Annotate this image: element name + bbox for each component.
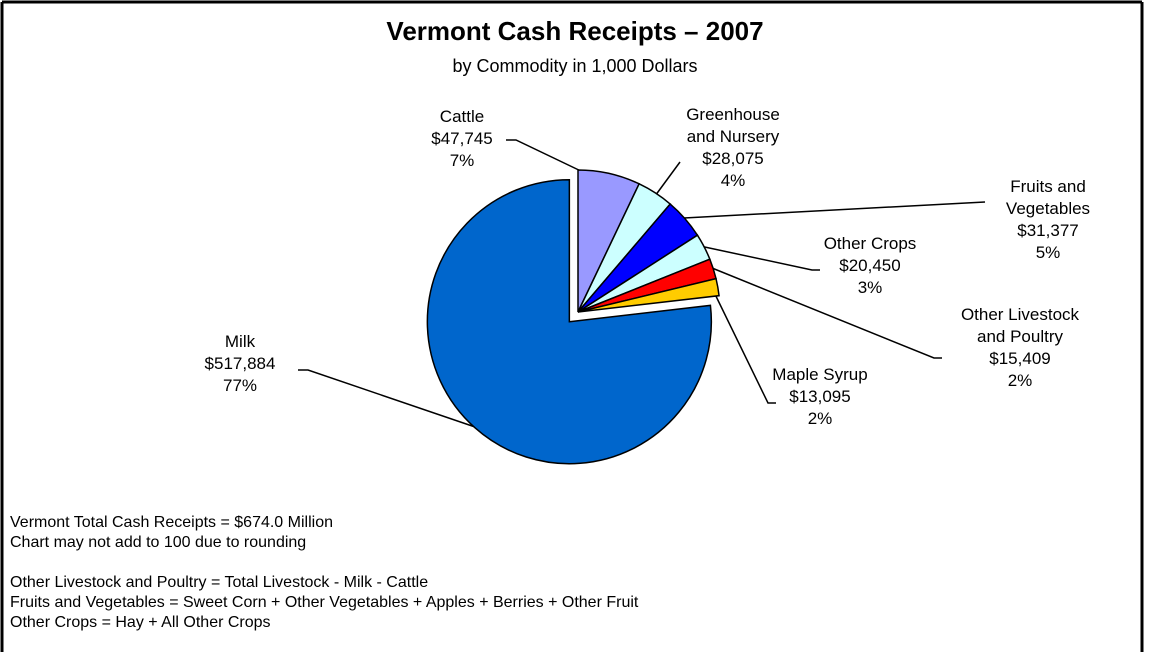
slice-label: Other Crops $20,450 3% bbox=[824, 233, 917, 299]
slice-label: Maple Syrup $13,095 2% bbox=[772, 364, 867, 430]
percent-label: 7% bbox=[449, 151, 475, 170]
percent-label: 77% bbox=[222, 376, 258, 395]
value-label: $47,745 bbox=[431, 129, 493, 148]
category-name: Greenhouse and Nursery bbox=[686, 105, 780, 146]
footnote: Other Livestock and Poultry = Total Live… bbox=[10, 574, 429, 591]
value-label: $28,075 bbox=[702, 149, 764, 168]
slice-label: Other Livestock and Poultry $15,409 2% bbox=[961, 304, 1079, 392]
percent-label: 2% bbox=[807, 409, 833, 428]
category-name: Cattle bbox=[439, 107, 485, 126]
slice-label: Greenhouse and Nursery $28,075 4% bbox=[686, 104, 780, 192]
category-name: Milk bbox=[224, 332, 256, 351]
percent-label: 3% bbox=[857, 278, 883, 297]
chart-subtitle: by Commodity in 1,000 Dollars bbox=[452, 56, 697, 76]
value-label: $15,409 bbox=[989, 349, 1051, 368]
footnote: Fruits and Vegetables = Sweet Corn + Oth… bbox=[10, 594, 639, 611]
pie-slice bbox=[426, 178, 713, 465]
slice-label: Cattle $47,745 7% bbox=[431, 106, 492, 172]
value-label: $517,884 bbox=[204, 354, 276, 373]
chart-title: Vermont Cash Receipts – 2007 bbox=[386, 16, 763, 46]
leader-lines bbox=[298, 139, 986, 429]
category-name: Maple Syrup bbox=[772, 365, 868, 384]
value-label: $13,095 bbox=[789, 387, 851, 406]
category-name: Other Crops bbox=[823, 234, 917, 253]
footnote: Chart may not add to 100 due to rounding bbox=[10, 534, 307, 551]
slice-label: Fruits and Vegetables $31,377 5% bbox=[1006, 176, 1090, 264]
percent-label: 2% bbox=[1007, 371, 1033, 390]
category-name: Fruits and Vegetables bbox=[1005, 177, 1091, 218]
value-label: $31,377 bbox=[1017, 221, 1079, 240]
footnote: Other Crops = Hay + All Other Crops bbox=[10, 614, 271, 631]
footnote: Vermont Total Cash Receipts = $674.0 Mil… bbox=[10, 514, 333, 531]
slice-label: Milk $517,884 77% bbox=[205, 331, 276, 397]
pie-slice bbox=[577, 277, 720, 313]
category-name: Other Livestock and Poultry bbox=[960, 305, 1080, 346]
percent-label: 5% bbox=[1035, 243, 1061, 262]
value-label: $20,450 bbox=[839, 256, 901, 275]
percent-label: 4% bbox=[720, 171, 746, 190]
